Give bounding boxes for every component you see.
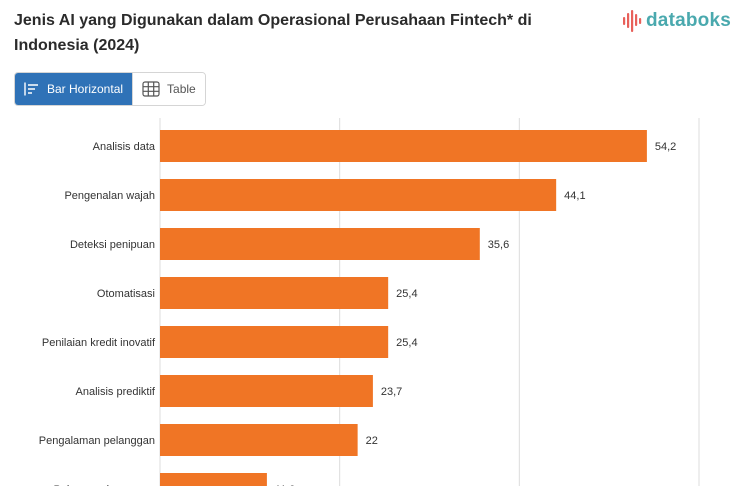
bar-5[interactable] bbox=[160, 375, 373, 407]
bar-2[interactable] bbox=[160, 228, 480, 260]
view-toggle: Bar Horizontal Table bbox=[14, 72, 206, 106]
horizontal-bar-chart-icon bbox=[24, 82, 40, 96]
value-label: 25,4 bbox=[396, 337, 417, 349]
bar-7[interactable] bbox=[160, 473, 267, 486]
bar-0[interactable] bbox=[160, 130, 647, 162]
table-grid-icon bbox=[142, 81, 160, 97]
bar-horizontal-label: Bar Horizontal bbox=[47, 82, 124, 96]
category-label: Analisis data bbox=[93, 141, 156, 153]
category-label: Penilaian kredit inovatif bbox=[42, 337, 156, 349]
category-label: Analisis prediktif bbox=[76, 386, 156, 398]
value-label: 23,7 bbox=[381, 386, 402, 398]
category-label: Deteksi penipuan bbox=[70, 239, 155, 251]
bar-6[interactable] bbox=[160, 424, 358, 456]
bar-3[interactable] bbox=[160, 277, 389, 309]
bar-4[interactable] bbox=[160, 326, 389, 358]
category-label: Otomatisasi bbox=[97, 288, 155, 300]
table-button[interactable]: Table bbox=[132, 73, 205, 105]
value-label: 54,2 bbox=[655, 141, 676, 153]
value-label: 22 bbox=[366, 435, 378, 447]
value-label: 11,9 bbox=[275, 484, 296, 486]
category-label: Pengenalan wajah bbox=[64, 190, 155, 202]
value-label: 35,6 bbox=[488, 239, 509, 251]
category-label: Pelaporan keuangan bbox=[53, 484, 155, 486]
databoks-bars-icon bbox=[622, 10, 642, 32]
bar-1[interactable] bbox=[160, 179, 557, 211]
brand-logo[interactable]: databoks bbox=[622, 9, 731, 33]
table-label: Table bbox=[167, 82, 196, 96]
chart-title: Jenis AI yang Digunakan dalam Operasiona… bbox=[14, 12, 532, 54]
value-label: 44,1 bbox=[564, 190, 585, 202]
bar-horizontal-button[interactable]: Bar Horizontal bbox=[15, 73, 133, 105]
bar-chart: Analisis data 54,2 Pengenalan wajah 44,1 Det… bbox=[39, 118, 700, 486]
category-label: Pengalaman pelanggan bbox=[39, 435, 155, 447]
brand-name: databoks bbox=[646, 10, 732, 31]
value-label: 25,4 bbox=[396, 288, 417, 300]
